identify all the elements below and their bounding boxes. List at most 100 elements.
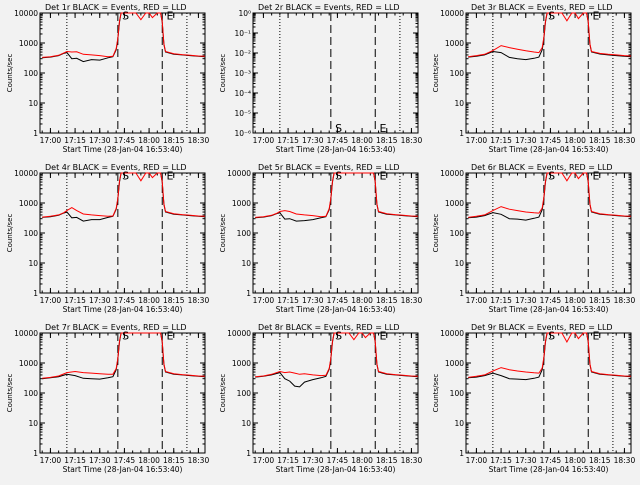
chart-title: Det 7r BLACK = Events, RED = LLD — [45, 323, 187, 332]
marker-label: S — [122, 169, 129, 182]
y-tick-label: 10⁻⁴ — [234, 89, 251, 98]
marker-label: E — [593, 9, 600, 22]
x-tick-label: 17:00 — [40, 136, 62, 145]
y-tick-label: 10⁻⁵ — [234, 109, 251, 118]
x-tick-label: 18:30 — [614, 296, 636, 305]
x-tick-label: 17:15 — [277, 136, 299, 145]
x-axis-label: Start Time (28-Jan-04 16:53:40) — [63, 465, 183, 474]
y-tick-label: 100 — [450, 389, 465, 398]
x-tick-label: 17:30 — [89, 296, 111, 305]
x-tick-label: 17:45 — [540, 456, 562, 465]
y-tick-label: 10 — [454, 259, 464, 268]
lld-series-line — [255, 332, 419, 378]
x-tick-label: 17:15 — [490, 456, 512, 465]
x-tick-label: 18:15 — [163, 456, 185, 465]
x-tick-label: 17:00 — [466, 296, 488, 305]
y-tick-label: 1 — [246, 289, 251, 298]
x-tick-label: 17:45 — [114, 456, 136, 465]
lld-series-line — [42, 332, 206, 379]
y-tick-label: 100 — [237, 229, 252, 238]
y-tick-label: 1000 — [19, 359, 38, 368]
y-tick-label: 10000 — [14, 329, 38, 338]
x-tick-label: 17:45 — [327, 136, 349, 145]
y-tick-label: 10⁻² — [234, 49, 251, 58]
marker-label: S — [122, 329, 129, 342]
x-axis-label: Start Time (28-Jan-04 16:53:40) — [276, 305, 396, 314]
lld-series-line — [468, 332, 632, 378]
plot-frame — [39, 12, 206, 134]
plot-frame — [465, 172, 632, 294]
chart-panel: Det 9r BLACK = Events, RED = LLD 1 10 100 10… — [432, 323, 635, 474]
y-tick-label: 1000 — [19, 39, 38, 48]
x-tick-label: 17:30 — [302, 136, 324, 145]
y-axis-label: Counts/sec — [432, 374, 440, 413]
chart-panel: Det 4r BLACK = Events, RED = LLD 1 10 100 10… — [6, 163, 209, 314]
x-tick-label: 17:15 — [277, 456, 299, 465]
x-tick-label: 17:00 — [253, 456, 275, 465]
y-tick-label: 1 — [33, 289, 38, 298]
plot-frame — [252, 172, 419, 294]
x-tick-label: 18:30 — [614, 456, 636, 465]
x-tick-label: 18:00 — [564, 136, 586, 145]
x-tick-label: 17:00 — [253, 296, 275, 305]
x-tick-label: 18:15 — [376, 456, 398, 465]
y-tick-label: 10⁻¹ — [234, 29, 251, 38]
x-tick-label: 18:15 — [376, 296, 398, 305]
y-axis-label: Counts/sec — [6, 374, 14, 413]
x-tick-label: 18:30 — [188, 296, 210, 305]
y-tick-label: 10 — [241, 419, 251, 428]
chart-panel: Det 1r BLACK = Events, RED = LLD 1 10 100 10… — [6, 3, 209, 154]
x-tick-label: 17:30 — [89, 456, 111, 465]
x-tick-label: 17:30 — [302, 456, 324, 465]
chart-panel: Det 7r BLACK = Events, RED = LLD 1 10 100 10… — [6, 323, 209, 474]
x-axis-label: Start Time (28-Jan-04 16:53:40) — [63, 145, 183, 154]
x-tick-label: 18:15 — [589, 136, 611, 145]
x-tick-label: 18:15 — [589, 456, 611, 465]
y-tick-label: 1 — [33, 449, 38, 458]
marker-label: E — [593, 329, 600, 342]
plot-frame — [465, 12, 632, 134]
y-tick-label: 10 — [454, 99, 464, 108]
y-tick-label: 1 — [246, 449, 251, 458]
x-tick-label: 17:45 — [327, 296, 349, 305]
x-tick-label: 17:45 — [327, 456, 349, 465]
chart-title: Det 1r BLACK = Events, RED = LLD — [45, 3, 187, 12]
y-tick-label: 10⁰ — [238, 9, 251, 18]
y-axis-label: Counts/sec — [432, 214, 440, 253]
marker-label: E — [380, 122, 387, 135]
x-tick-label: 18:00 — [351, 136, 373, 145]
x-tick-label: 18:00 — [138, 136, 160, 145]
y-tick-label: 1000 — [19, 199, 38, 208]
x-tick-label: 18:15 — [376, 136, 398, 145]
x-tick-label: 17:45 — [114, 296, 136, 305]
y-tick-label: 10000 — [227, 169, 251, 178]
chart-panel: Det 3r BLACK = Events, RED = LLD 1 10 100 10… — [432, 3, 635, 154]
x-tick-label: 18:30 — [614, 136, 636, 145]
chart-title: Det 3r BLACK = Events, RED = LLD — [471, 3, 613, 12]
x-tick-label: 17:15 — [490, 136, 512, 145]
x-tick-label: 17:15 — [64, 136, 86, 145]
plot-frame — [39, 172, 206, 294]
marker-label: E — [380, 329, 387, 342]
x-tick-label: 17:30 — [302, 296, 324, 305]
plot-frame — [252, 332, 419, 454]
x-tick-label: 18:30 — [401, 296, 423, 305]
plot-frame — [465, 332, 632, 454]
y-tick-label: 100 — [450, 229, 465, 238]
lld-series-line — [255, 172, 419, 218]
chart-panel: Det 8r BLACK = Events, RED = LLD 1 10 100 10… — [219, 323, 422, 474]
x-tick-label: 17:15 — [277, 296, 299, 305]
x-tick-label: 17:30 — [515, 456, 537, 465]
x-tick-label: 18:00 — [564, 296, 586, 305]
lld-series-line — [42, 12, 206, 58]
marker-label: S — [335, 329, 342, 342]
y-tick-label: 10000 — [440, 169, 464, 178]
chart-panel: Det 6r BLACK = Events, RED = LLD 1 10 100 10… — [432, 163, 635, 314]
plot-frame — [39, 332, 206, 454]
y-tick-label: 10 — [28, 259, 38, 268]
x-tick-label: 17:45 — [540, 136, 562, 145]
x-tick-label: 18:00 — [351, 456, 373, 465]
x-tick-label: 18:00 — [351, 296, 373, 305]
x-tick-label: 17:45 — [114, 136, 136, 145]
y-axis-label: Counts/sec — [432, 54, 440, 93]
